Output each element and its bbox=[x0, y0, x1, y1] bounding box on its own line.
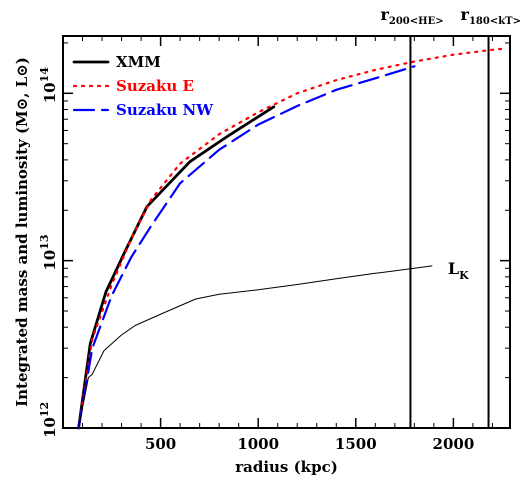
y-tick-base: 10 bbox=[41, 417, 59, 438]
vline-label-base: r bbox=[380, 5, 389, 24]
plot-frame bbox=[62, 35, 511, 429]
x-tick-label: 1500 bbox=[335, 435, 377, 453]
series-layer bbox=[77, 47, 506, 430]
vline-label-base: r bbox=[461, 5, 470, 24]
y-axis-label: Integrated mass and luminosity (M⊙, L⊙) bbox=[13, 57, 31, 407]
y-tick-base: 10 bbox=[41, 250, 59, 271]
legend-label: Suzaku NW bbox=[116, 101, 214, 119]
x-tick-label: 1000 bbox=[237, 435, 279, 453]
x-tick-label: 500 bbox=[145, 435, 176, 453]
series-line-suzaku-nw bbox=[77, 65, 416, 430]
legend-label: XMM bbox=[116, 53, 161, 71]
curve-label-base: L bbox=[448, 259, 459, 278]
y-tick-exponent: 14 bbox=[38, 67, 51, 83]
vline-label: r180<kT> bbox=[461, 5, 521, 27]
series-line-xmm bbox=[77, 105, 276, 430]
legend: XMM Suzaku E Suzaku NW bbox=[72, 53, 214, 119]
x-tick-label: 2000 bbox=[433, 435, 475, 453]
y-tick-exponent: 12 bbox=[38, 402, 51, 417]
vline-label: r200<HE> bbox=[380, 5, 443, 27]
x-axis-label: radius (kpc) bbox=[235, 458, 338, 476]
y-tick-label: 1012 bbox=[38, 402, 59, 438]
curve-label-sub: K bbox=[459, 269, 469, 282]
vline-label-sub: 180<kT> bbox=[469, 16, 521, 27]
axis-ticks bbox=[63, 36, 510, 429]
y-tick-base: 10 bbox=[41, 82, 59, 103]
vline-label-sub: 200<HE> bbox=[389, 16, 444, 27]
y-tick-exponent: 13 bbox=[38, 234, 51, 249]
vline-layer bbox=[409, 36, 490, 428]
legend-label: Suzaku E bbox=[116, 77, 194, 95]
y-tick-label: 1014 bbox=[38, 67, 59, 104]
curve-label-lk: LK bbox=[448, 259, 469, 282]
y-tick-label: 1013 bbox=[38, 234, 59, 270]
series-line-l-k bbox=[78, 265, 433, 429]
